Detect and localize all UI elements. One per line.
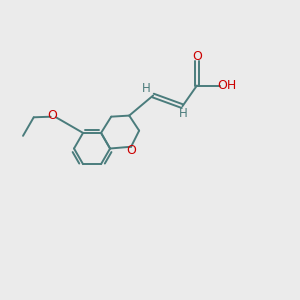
Text: OH: OH: [217, 79, 236, 92]
Text: O: O: [192, 50, 202, 64]
Text: H: H: [179, 107, 188, 120]
Text: H: H: [142, 82, 151, 95]
Text: O: O: [47, 109, 57, 122]
Text: O: O: [126, 144, 136, 157]
